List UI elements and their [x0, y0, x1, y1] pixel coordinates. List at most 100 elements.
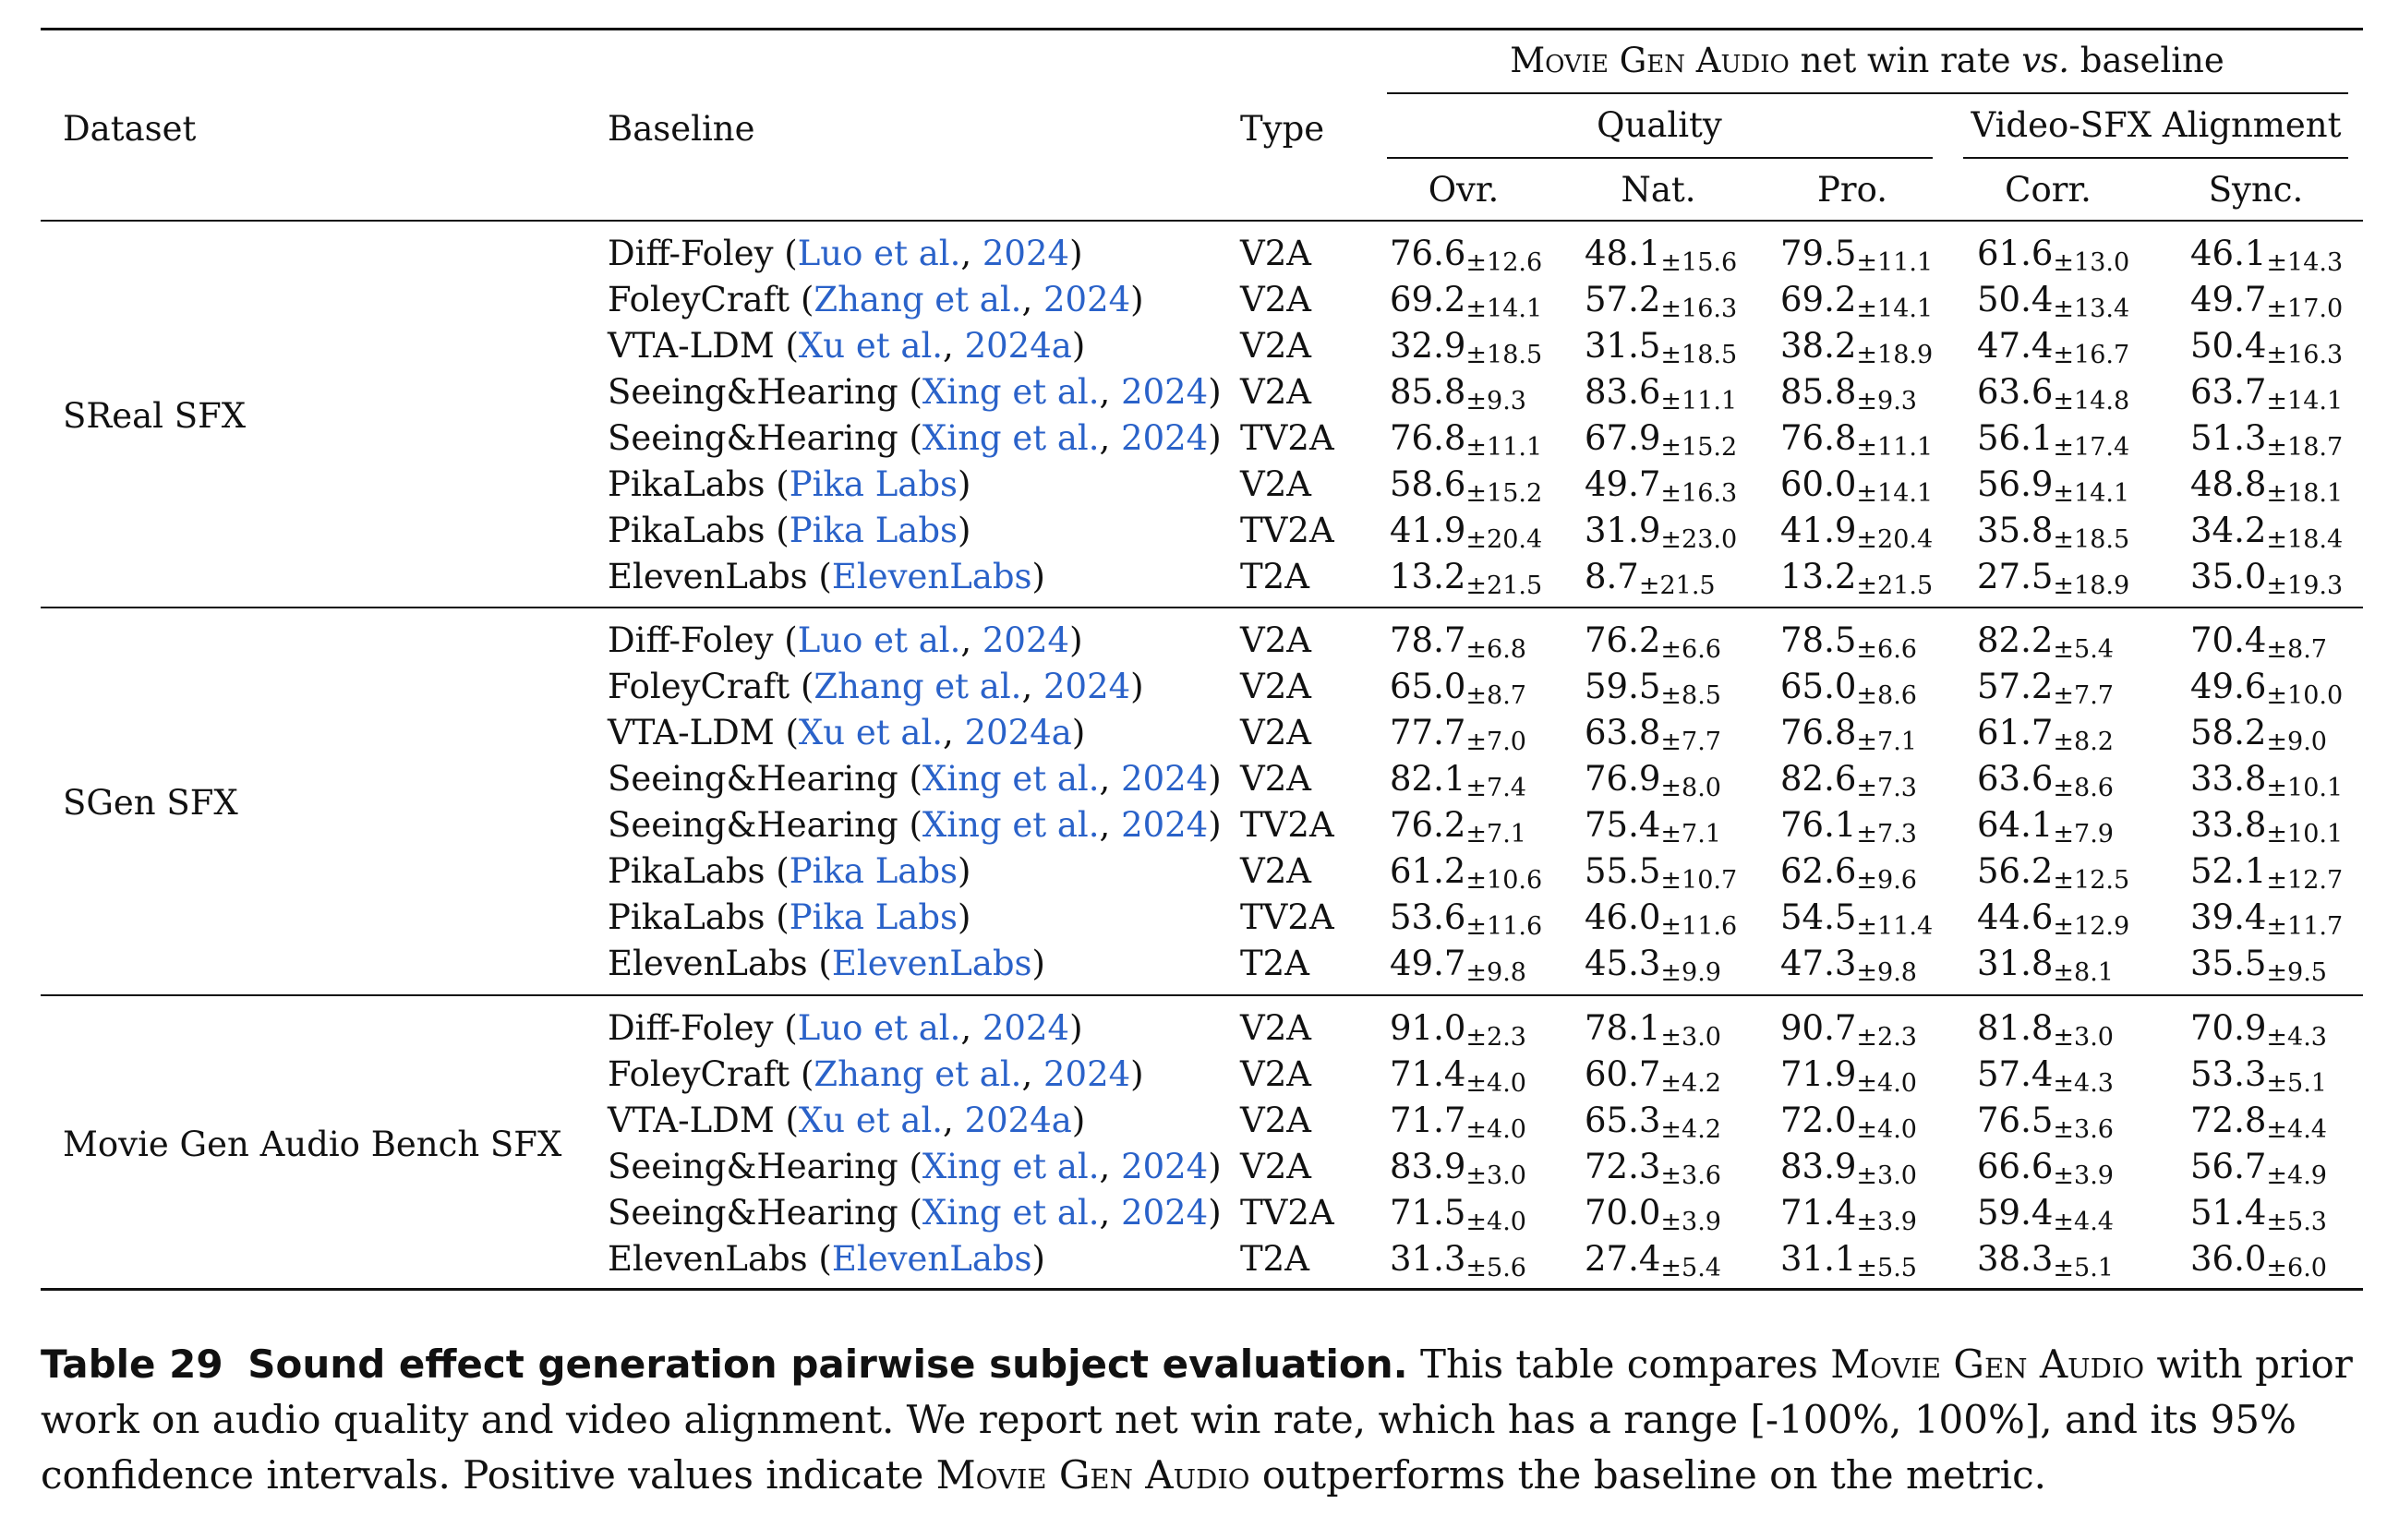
value-cell: 34.2±18.4	[2190, 508, 2343, 554]
citation-link[interactable]: Xing et al.	[922, 372, 1100, 412]
citation-year-link[interactable]: 2024	[1121, 1147, 1209, 1186]
value-cell: 69.2±14.1	[1780, 277, 1933, 323]
value-cell: 49.7±9.8	[1390, 941, 1526, 987]
value-mean: 44.6	[1977, 897, 2054, 937]
citation-year-link[interactable]: 2024	[982, 234, 1070, 273]
citation-link[interactable]: Xing et al.	[922, 805, 1100, 845]
citation-link[interactable]: Xing et al.	[922, 759, 1100, 799]
citation-year-link[interactable]: 2024	[1043, 280, 1131, 319]
citation-link[interactable]: Luo et al.	[797, 620, 961, 660]
value-cell: 78.1±3.0	[1585, 1005, 1721, 1052]
value-cell: 75.4±7.1	[1585, 802, 1721, 848]
caption-text-3: outperforms the baseline on the metric.	[1249, 1452, 2046, 1498]
value-cell: 70.0±3.9	[1585, 1190, 1721, 1236]
citation-year-link[interactable]: 2024	[982, 1008, 1070, 1048]
caption-text-2: with prior work on audio quality and vid…	[41, 1341, 2353, 1498]
baseline-cell: PikaLabs (Pika Labs)	[608, 851, 971, 891]
value-cell: 56.1±17.4	[1977, 415, 2129, 462]
value-cell: 38.3±5.1	[1977, 1236, 2114, 1282]
value-mean: 83.6	[1585, 372, 1661, 412]
value-cell: 67.9±15.2	[1585, 415, 1737, 462]
citation-link[interactable]: Xing et al.	[922, 1193, 1100, 1233]
citation-year-link[interactable]: 2024	[1121, 1193, 1209, 1233]
citation-link[interactable]: Pika Labs	[789, 464, 958, 504]
value-cell: 60.0±14.1	[1780, 462, 1933, 508]
baseline-cell: Diff-Foley (Luo et al., 2024)	[608, 234, 1083, 273]
citation-year-link[interactable]: 2024	[982, 620, 1070, 660]
citation-link[interactable]: Zhang et al.	[814, 280, 1022, 319]
citation-year-link[interactable]: 2024	[1121, 418, 1209, 458]
value-ci: ±17.0	[2266, 295, 2344, 323]
value-cell: 76.5±3.6	[1977, 1098, 2114, 1144]
value-ci: ±19.3	[2266, 571, 2344, 600]
value-cell: 72.8±4.4	[2190, 1098, 2327, 1144]
value-mean: 56.7	[2190, 1147, 2267, 1186]
value-ci: ±11.1	[1465, 433, 1543, 462]
citation-link[interactable]: Xing et al.	[922, 1147, 1100, 1186]
table-row: ElevenLabs (ElevenLabs) T2A 31.3±5.6 27.4±5…	[0, 1236, 2399, 1282]
value-ci: ±2.3	[1465, 1023, 1526, 1052]
value-ci: ±6.8	[1465, 635, 1526, 664]
value-ci: ±15.2	[1465, 479, 1543, 508]
citation-link[interactable]: Zhang et al.	[814, 1054, 1022, 1094]
header-super-mid: net win rate	[1789, 41, 2022, 80]
value-ci: ±8.7	[2266, 635, 2327, 664]
value-cell: 50.4±16.3	[2190, 323, 2343, 369]
value-ci: ±7.1	[1660, 820, 1721, 848]
citation-year-link[interactable]: 2024	[1121, 372, 1209, 412]
citation-link[interactable]: Luo et al.	[797, 234, 961, 273]
value-ci: ±8.6	[2053, 774, 2114, 802]
citation-link[interactable]: Pika Labs	[789, 851, 958, 891]
table-caption: Table 29 Sound effect generation pairwis…	[41, 1337, 2363, 1503]
value-mean: 76.2	[1585, 620, 1661, 660]
citation-year-link[interactable]: 2024a	[964, 326, 1072, 366]
header-dataset: Dataset	[63, 109, 197, 149]
header-metric-pro: Pro.	[1817, 170, 1887, 210]
header-alignment: Video-SFX Alignment	[1971, 105, 2342, 145]
citation-year-link[interactable]: 2024a	[964, 713, 1072, 752]
value-cell: 81.8±3.0	[1977, 1005, 2114, 1052]
baseline-cell: Diff-Foley (Luo et al., 2024)	[608, 1008, 1083, 1048]
value-cell: 53.3±5.1	[2190, 1052, 2327, 1098]
value-mean: 72.0	[1780, 1101, 1857, 1140]
value-mean: 56.9	[1977, 464, 2054, 504]
value-mean: 82.6	[1780, 759, 1857, 799]
value-mean: 53.6	[1390, 897, 1466, 937]
type-cell: TV2A	[1240, 897, 1334, 937]
value-ci: ±11.1	[1660, 387, 1738, 415]
value-ci: ±16.3	[2266, 341, 2344, 369]
citation-link[interactable]: Xu et al.	[798, 1101, 944, 1140]
citation-year-link[interactable]: 2024	[1121, 759, 1209, 799]
citation-year-link[interactable]: 2024	[1121, 805, 1209, 845]
citation-link[interactable]: ElevenLabs	[831, 944, 1032, 983]
value-ci: ±11.1	[1856, 248, 1934, 277]
citation-year-link[interactable]: 2024a	[964, 1101, 1072, 1140]
citation-link[interactable]: Pika Labs	[789, 511, 958, 550]
value-ci: ±13.4	[2053, 295, 2130, 323]
value-ci: ±9.8	[1465, 958, 1526, 987]
table-row: FoleyCraft (Zhang et al., 2024) V2A 69.2±1…	[0, 277, 2399, 323]
value-cell: 35.8±18.5	[1977, 508, 2129, 554]
value-cell: 60.7±4.2	[1585, 1052, 1721, 1098]
citation-link[interactable]: Xu et al.	[798, 326, 944, 366]
citation-year-link[interactable]: 2024	[1043, 667, 1131, 706]
citation-year-link[interactable]: 2024	[1043, 1054, 1131, 1094]
citation-link[interactable]: Pika Labs	[789, 897, 958, 937]
citation-link[interactable]: ElevenLabs	[831, 1239, 1032, 1279]
value-cell: 58.6±15.2	[1390, 462, 1542, 508]
table-row: Seeing&Hearing (Xing et al., 2024) V2A 83.…	[0, 1144, 2399, 1190]
value-cell: 33.8±10.1	[2190, 756, 2343, 802]
table-row: PikaLabs (Pika Labs) V2A 58.6±15.2 49.7±16.…	[0, 462, 2399, 508]
citation-link[interactable]: ElevenLabs	[831, 557, 1032, 596]
type-cell: V2A	[1240, 464, 1311, 504]
value-cell: 76.8±7.1	[1780, 710, 1917, 756]
value-mean: 50.4	[2190, 326, 2267, 366]
citation-link[interactable]: Xu et al.	[798, 713, 944, 752]
value-mean: 62.6	[1780, 851, 1857, 891]
citation-link[interactable]: Zhang et al.	[814, 667, 1022, 706]
table-row: FoleyCraft (Zhang et al., 2024) V2A 65.0±8…	[0, 664, 2399, 710]
citation-link[interactable]: Xing et al.	[922, 418, 1100, 458]
value-cell: 72.0±4.0	[1780, 1098, 1917, 1144]
citation-link[interactable]: Luo et al.	[797, 1008, 961, 1048]
value-ci: ±7.4	[1465, 774, 1526, 802]
